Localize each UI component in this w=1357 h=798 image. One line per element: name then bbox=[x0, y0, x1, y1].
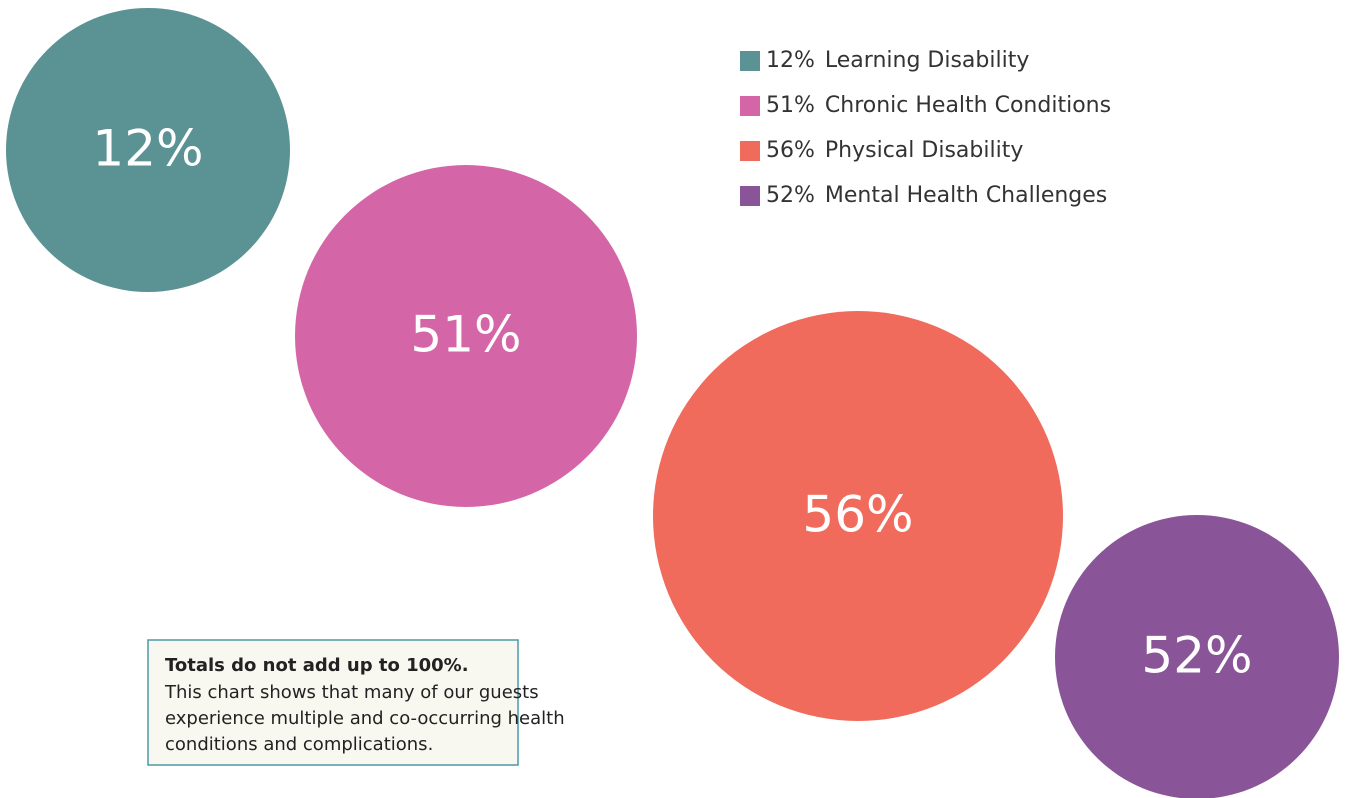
bubble bbox=[6, 8, 290, 292]
legend: 12% Learning Disability 51% Chronic Health … bbox=[740, 48, 1111, 208]
legend-entry: 51% Chronic Health Conditions bbox=[766, 93, 1111, 118]
note-line: This chart shows that many of our guests bbox=[164, 682, 539, 703]
legend-name: Chronic Health Conditions bbox=[825, 93, 1111, 118]
bubble-label: 52% bbox=[1141, 627, 1252, 685]
legend-swatch bbox=[740, 141, 760, 161]
bubble-label: 12% bbox=[92, 120, 203, 178]
bubbles: 12% 51% 56% 52% bbox=[6, 8, 1339, 798]
bubble bbox=[653, 311, 1063, 721]
legend-value: 52% bbox=[766, 183, 815, 208]
note-line: conditions and complications. bbox=[165, 734, 433, 755]
legend-name: Physical Disability bbox=[825, 138, 1023, 163]
note-box bbox=[147, 639, 519, 766]
note-body: This chart shows that many of our guests… bbox=[164, 682, 565, 755]
legend-name: Learning Disability bbox=[825, 48, 1029, 73]
bubble-label: 56% bbox=[802, 486, 913, 544]
legend-value: 51% bbox=[766, 93, 815, 118]
legend-swatch bbox=[740, 186, 760, 206]
legend-value: 56% bbox=[766, 138, 815, 163]
legend-swatch bbox=[740, 96, 760, 116]
legend-name: Mental Health Challenges bbox=[825, 183, 1107, 208]
legend-entry: 52% Mental Health Challenges bbox=[766, 183, 1107, 208]
legend-entry: 12% Learning Disability bbox=[766, 48, 1029, 73]
bubble bbox=[1055, 515, 1339, 798]
note-line: experience multiple and co-occurring hea… bbox=[165, 708, 565, 729]
legend-entry: 56% Physical Disability bbox=[766, 138, 1023, 163]
note-title: Totals do not add up to 100%. bbox=[165, 655, 469, 676]
legend-swatch bbox=[740, 51, 760, 71]
bubble bbox=[295, 165, 637, 507]
legend-value: 12% bbox=[766, 48, 815, 73]
bubble-label: 51% bbox=[410, 306, 521, 364]
